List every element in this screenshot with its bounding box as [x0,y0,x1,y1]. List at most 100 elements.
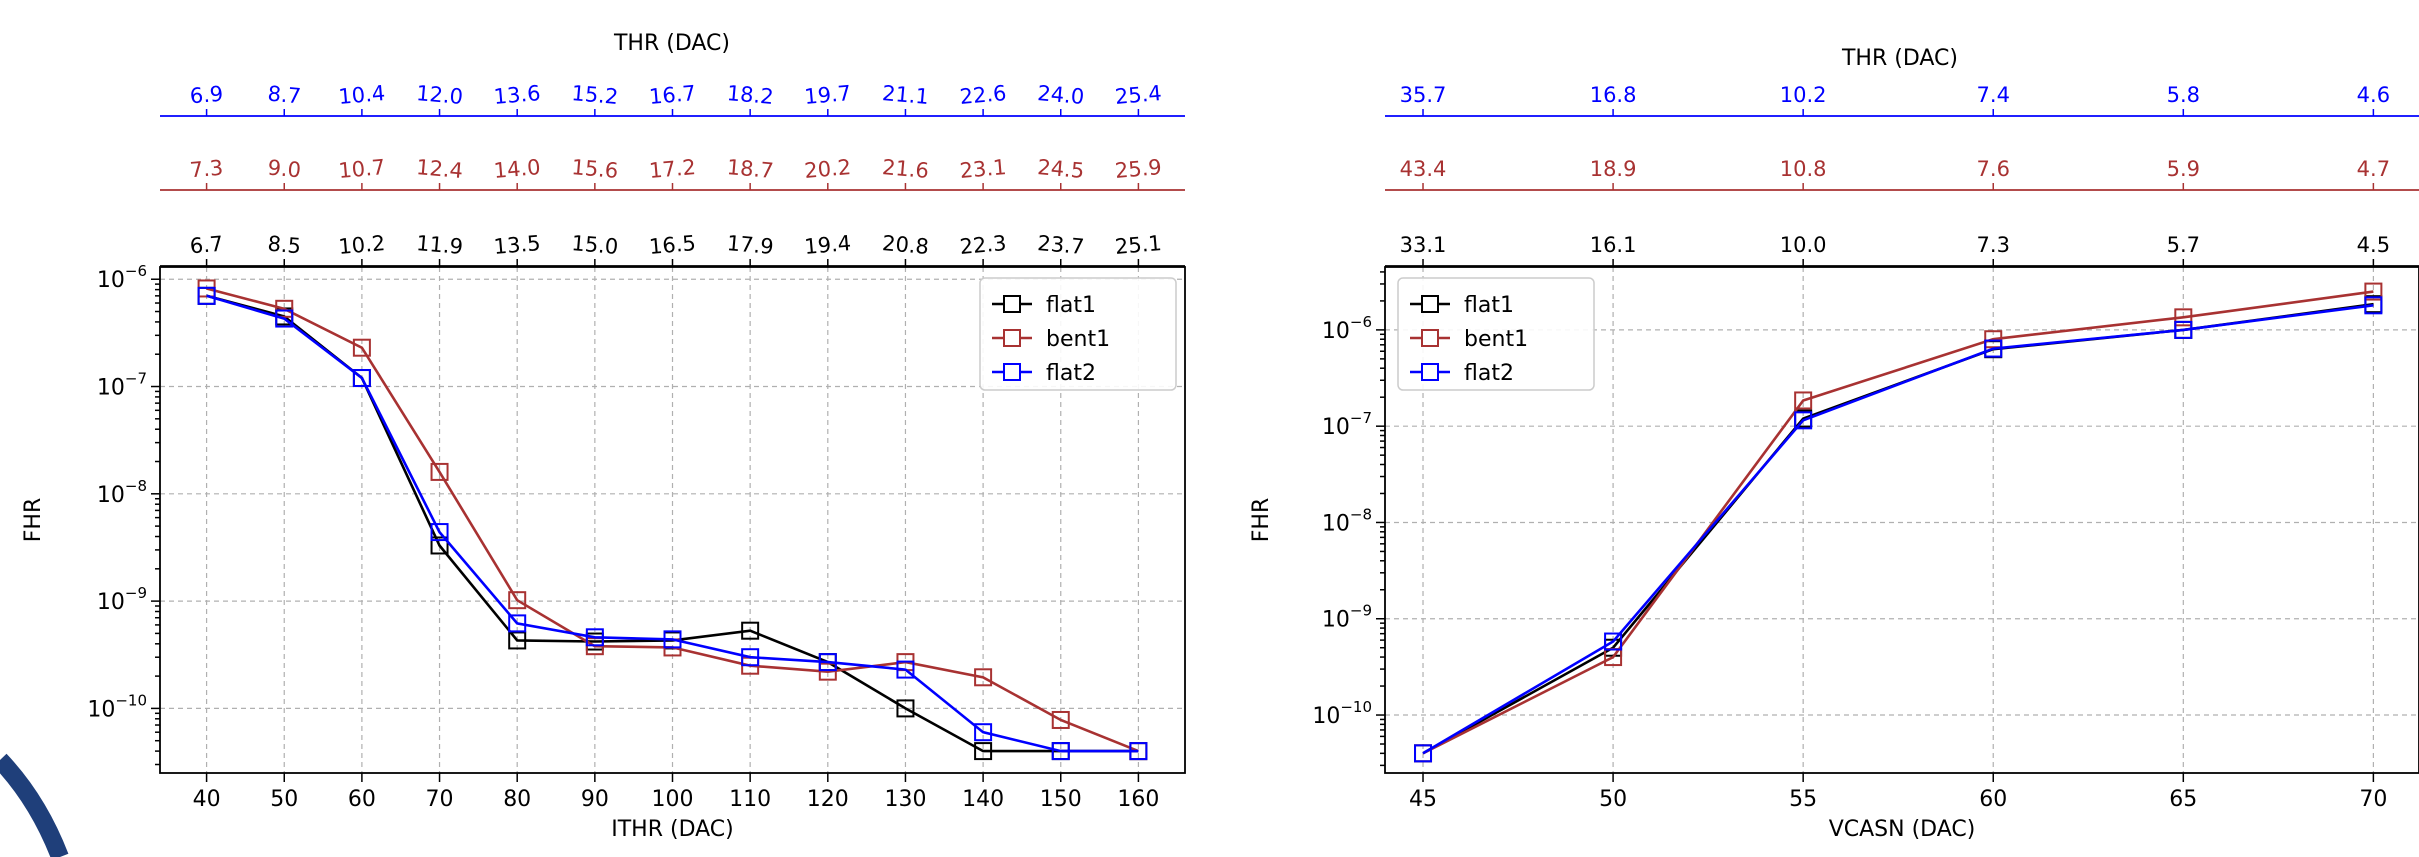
data-point-flat2 [1129,742,1148,761]
x-tick-label: 140 [962,787,1004,812]
y-tick-label: 10−10 [87,691,147,722]
ithr-chart: 10−10 10−9 10−8 10−7 10−6 40 50 60 70 80 90 100 110 1… [21,31,1186,842]
legend-marker-flat2 [1421,363,1439,381]
legend-label-flat1: flat1 [1046,293,1096,318]
legend-marker-flat2 [1003,363,1021,381]
x-tick-label: 100 [652,787,694,812]
y-tick-label: 10−6 [1322,313,1372,344]
top-tick-label-flat2: 24.0 [1037,81,1086,109]
x-tick-label: 160 [1117,787,1159,812]
top-tick-label-flat2: 13.6 [493,81,542,109]
top-tick-label-flat1: 10.2 [337,231,386,259]
top-tick-label-flat2: 19.7 [803,81,852,109]
x-tick-label: 70 [426,787,454,812]
data-point-flat2 [1984,339,2003,358]
top-tick-label-flat2: 25.4 [1114,81,1163,109]
series-line-bent1 [1422,290,2374,755]
top-tick-label-flat1: 19.4 [803,231,852,259]
data-point-flat2 [1051,742,1070,761]
series-line-flat2 [1422,304,2374,755]
y-tick-label: 10−10 [1312,698,1372,729]
top-tick-label-flat1: 10.0 [1780,233,1827,257]
top-tick-label-flat1: 8.5 [267,232,302,259]
x-tick-label: 50 [270,787,298,812]
x-axis-label: ITHR (DAC) [611,817,734,842]
data-point-flat2 [430,523,449,542]
data-point-bent1 [818,662,837,681]
top-tick-label-bent1: 12.4 [415,155,464,183]
data-point-bent1 [1984,330,2003,349]
x-tick-label: 80 [503,787,531,812]
x-tick-label: 45 [1409,787,1437,812]
x-tick-label: 90 [581,787,609,812]
top-tick-label-flat2: 4.6 [2357,83,2390,107]
legend-marker-flat1 [1003,295,1021,313]
data-point-flat2 [275,309,294,328]
data-point-flat2 [352,369,371,388]
top-axis-title: THR (DAC) [613,31,730,56]
x-tick-label: 60 [348,787,376,812]
data-point-flat2 [197,286,216,305]
legend-marker-bent1 [1003,329,1021,347]
top-tick-label-flat1: 7.3 [1977,233,2010,257]
legend-marker-bent1 [1421,329,1439,347]
data-point-flat2 [663,630,682,649]
data-point-bent1 [275,299,294,318]
top-tick-label-flat1: 16.5 [648,231,697,259]
top-tick-label-bent1: 24.5 [1037,155,1086,183]
data-point-bent1 [974,668,993,687]
top-tick-label-bent1: 17.2 [648,155,697,183]
data-point-bent1 [508,591,527,610]
x-tick-label: 150 [1040,787,1082,812]
data-point-flat1 [974,742,993,761]
x-tick-label: 120 [807,787,849,812]
legend-box [979,277,1177,391]
data-point-flat2 [585,628,604,647]
top-tick-label-flat1: 20.8 [881,231,930,259]
top-tick-label-bent1: 18.7 [726,155,775,183]
data-point-flat2 [1414,744,1433,763]
top-tick-label-flat2: 22.6 [959,81,1008,109]
data-point-flat2 [974,723,993,742]
data-point-flat2 [1604,632,1623,651]
top-tick-label-flat2: 16.7 [648,81,697,109]
data-point-flat2 [508,614,527,633]
decorative-arc [0,753,69,857]
top-tick-label-flat2: 5.8 [2167,83,2200,107]
data-point-bent1 [430,462,449,481]
y-tick-label: 10−9 [97,584,147,615]
top-tick-label-bent1: 20.2 [803,155,852,183]
series-line-flat2 [206,294,1139,753]
top-tick-label-flat2: 15.2 [571,81,620,109]
data-point-bent1 [2364,282,2383,301]
x-tick-label: 70 [2359,787,2387,812]
vcasn-chart: 10−10 10−9 10−8 10−7 10−6 45 50 55 60 65 70 VCASN (… [1249,46,2419,842]
data-point-bent1 [1794,391,1813,410]
y-tick-label: 10−8 [97,477,147,508]
top-tick-label-bent1: 25.9 [1114,155,1163,183]
top-tick-label-bent1: 18.9 [1590,157,1637,181]
top-tick-label-flat1: 22.3 [959,231,1008,259]
top-tick-label-bent1: 21.6 [881,155,930,183]
top-axis-title: THR (DAC) [1841,46,1958,71]
top-tick-label-flat2: 8.7 [267,82,302,109]
top-tick-label-bent1: 5.9 [2167,157,2200,181]
top-tick-label-flat1: 17.9 [726,231,775,259]
data-point-flat1 [508,631,527,650]
top-tick-label-flat2: 10.4 [337,81,386,109]
x-tick-label: 40 [193,787,221,812]
top-tick-label-flat1: 5.7 [2167,233,2200,257]
top-tick-label-flat1: 16.1 [1590,233,1637,257]
top-tick-label-bent1: 9.0 [267,156,302,183]
top-tick-label-flat2: 16.8 [1590,83,1637,107]
top-tick-label-flat2: 10.2 [1780,83,1827,107]
top-tick-label-flat2: 18.2 [726,81,775,109]
top-tick-label-flat1: 25.1 [1114,231,1163,259]
legend-label-bent1: bent1 [1464,327,1528,352]
data-point-bent1 [1051,710,1070,729]
top-tick-label-bent1: 7.3 [189,156,224,183]
x-tick-label: 50 [1599,787,1627,812]
data-point-bent1 [352,338,371,357]
top-tick-label-bent1: 10.8 [1780,157,1827,181]
top-tick-label-bent1: 14.0 [493,155,542,183]
